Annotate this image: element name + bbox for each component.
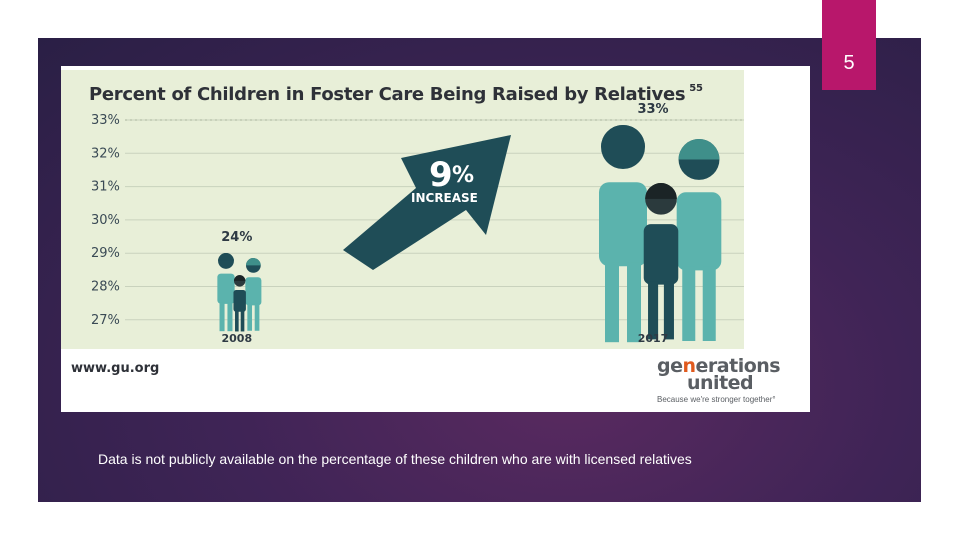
- value-label: 24%: [221, 230, 252, 245]
- page-number: 5: [843, 52, 855, 74]
- arrow-word: INCREASE: [411, 191, 478, 205]
- logo-part-b: n: [682, 355, 697, 377]
- chart-title-footnote: 55: [689, 83, 703, 94]
- chart-title-text: Percent of Children in Foster Care Being…: [89, 84, 686, 105]
- adult-figure: [599, 125, 647, 343]
- logo-part-c: erations: [695, 355, 781, 377]
- slide-caption: Data is not publicly available on the pe…: [98, 451, 692, 467]
- chart-area: 33% 32% 31% 30% 29% 28% 27% 24% 2008 33% 2017 9% INC…: [61, 70, 744, 349]
- value-label: 33%: [637, 102, 668, 117]
- chart-svg: 33% 32% 31% 30% 29% 28% 27% 24% 2008 33% 2017 9 % INC…: [91, 102, 744, 345]
- generations-united-logo: generations united Because we're stronge…: [657, 355, 803, 405]
- y-tick-label: 27%: [91, 313, 120, 328]
- infographic-card: 33% 32% 31% 30% 29% 28% 27% 24% 2008 33% 2017 9% INC…: [61, 66, 810, 412]
- logo-line-2: united: [687, 372, 754, 394]
- logo-part-a: ge: [657, 355, 683, 377]
- logo-tagline: Because we're stronger together°: [657, 395, 776, 404]
- category-label: 2008: [221, 332, 252, 345]
- adult-figure: [217, 253, 235, 332]
- website-link[interactable]: www.gu.org: [71, 361, 160, 376]
- arrow-percent: %: [452, 163, 474, 188]
- y-tick-label: 32%: [91, 146, 120, 161]
- arrow-number: 9: [429, 155, 453, 195]
- increase-arrow: [343, 135, 511, 270]
- adult-figure: [245, 258, 262, 331]
- child-figure: [233, 275, 246, 332]
- category-label: 2017: [638, 332, 669, 345]
- adult-figure: [676, 138, 722, 341]
- child-figure: [643, 182, 679, 340]
- y-tick-label: 29%: [91, 246, 120, 261]
- chart-title: Percent of Children in Foster Care Being…: [89, 83, 703, 105]
- y-tick-label: 30%: [91, 213, 120, 228]
- page-number-tab: [822, 0, 876, 90]
- y-tick-label: 28%: [91, 280, 120, 295]
- logo-line-1: generations: [657, 355, 803, 377]
- y-tick-label: 33%: [91, 113, 120, 128]
- y-tick-label: 31%: [91, 180, 120, 195]
